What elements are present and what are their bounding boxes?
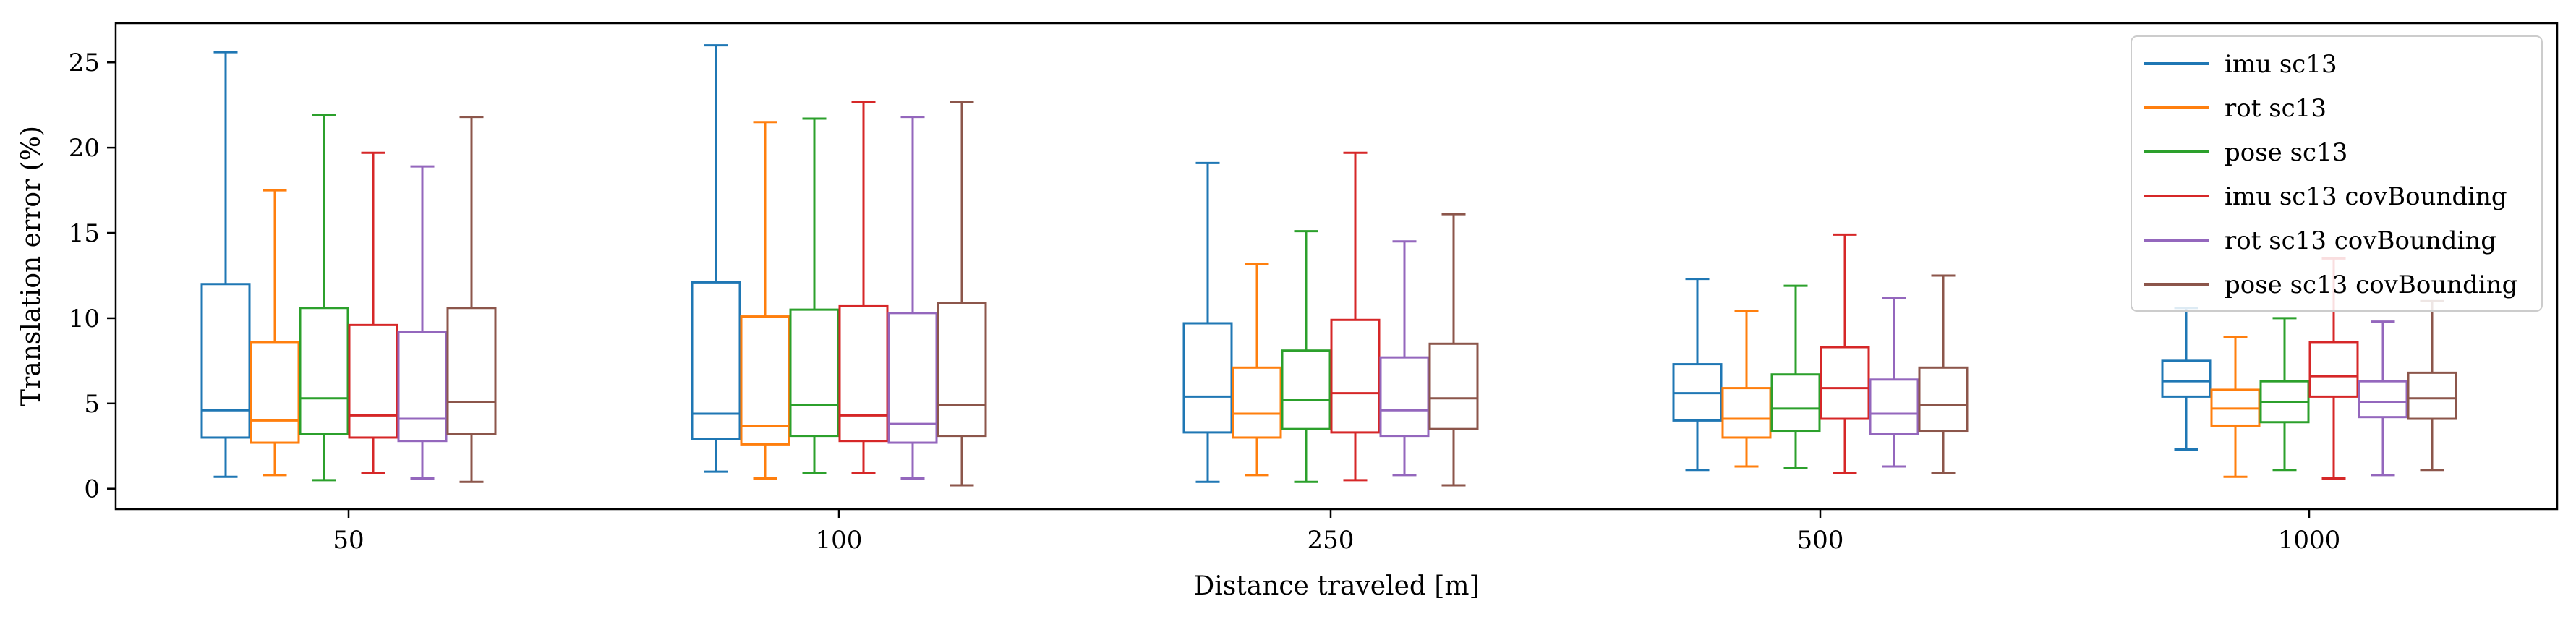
series-1 bbox=[250, 121, 2261, 480]
series-5 bbox=[446, 100, 2457, 487]
box bbox=[1820, 233, 1870, 474]
series-0 bbox=[200, 44, 2212, 483]
box bbox=[2358, 320, 2408, 477]
box bbox=[348, 151, 398, 474]
box bbox=[200, 51, 251, 478]
legend: imu sc13 rot sc13 pose sc13 imu sc13 covBou… bbox=[2131, 35, 2543, 312]
box bbox=[397, 165, 448, 480]
x-tick-label: 500 bbox=[1797, 526, 1844, 555]
box bbox=[1869, 297, 1919, 468]
box-body bbox=[1182, 322, 1233, 434]
box-body bbox=[1379, 356, 1430, 438]
box-body bbox=[1330, 318, 1381, 434]
y-tick-label: 0 bbox=[84, 475, 100, 504]
box bbox=[740, 121, 790, 480]
box-body bbox=[1770, 373, 1821, 433]
y-tick-label: 5 bbox=[84, 390, 100, 419]
box-body bbox=[2161, 359, 2212, 398]
box-body bbox=[789, 308, 840, 438]
box bbox=[1428, 213, 1479, 487]
series-2 bbox=[299, 114, 2310, 483]
series-4 bbox=[397, 116, 2408, 480]
box bbox=[887, 116, 938, 480]
x-axis-label: Distance traveled [m] bbox=[1193, 571, 1479, 601]
box-body bbox=[2308, 341, 2359, 398]
box-body bbox=[1869, 378, 1919, 435]
box-groups bbox=[200, 44, 2457, 487]
box bbox=[446, 116, 497, 483]
y-tick-label: 15 bbox=[69, 219, 100, 248]
legend-label: imu sc13 covBounding bbox=[2225, 182, 2507, 211]
legend-label: imu sc13 bbox=[2225, 50, 2337, 79]
box-body bbox=[838, 304, 889, 443]
plot-frame bbox=[114, 22, 2559, 511]
y-tick-label: 10 bbox=[69, 304, 100, 333]
x-tick-label: 1000 bbox=[2278, 526, 2341, 555]
x-tick-label: 100 bbox=[816, 526, 863, 555]
x-tick-label: 250 bbox=[1308, 526, 1355, 555]
box-body bbox=[1820, 346, 1870, 420]
box bbox=[1672, 278, 1723, 472]
box bbox=[2210, 336, 2261, 478]
box bbox=[1721, 310, 1772, 468]
box bbox=[1379, 240, 1430, 477]
box bbox=[838, 100, 889, 474]
box bbox=[1918, 274, 1969, 474]
box bbox=[937, 100, 987, 487]
box-body bbox=[348, 323, 398, 439]
legend-label: rot sc13 covBounding bbox=[2225, 226, 2496, 255]
box-body bbox=[2407, 371, 2457, 420]
y-axis: 0 5 10 15 20 25 bbox=[69, 48, 116, 504]
box bbox=[1330, 151, 1381, 482]
box bbox=[2161, 307, 2212, 451]
box bbox=[1232, 262, 1282, 477]
legend-label: pose sc13 covBounding bbox=[2225, 270, 2517, 299]
box bbox=[299, 114, 349, 482]
box-body bbox=[1918, 366, 1969, 433]
series-3 bbox=[348, 100, 2359, 482]
legend-label: rot sc13 bbox=[2225, 94, 2326, 123]
y-axis-label: Translation error (%) bbox=[17, 126, 46, 406]
legend-label: pose sc13 bbox=[2225, 138, 2347, 167]
x-axis: 50 100 250 500 1000 bbox=[333, 509, 2340, 555]
box bbox=[1281, 230, 1331, 483]
legend-frame bbox=[2131, 35, 2543, 312]
y-tick-label: 20 bbox=[69, 134, 100, 163]
x-tick-label: 50 bbox=[333, 526, 364, 555]
box-body bbox=[1281, 349, 1331, 430]
box-body bbox=[937, 302, 987, 438]
box-body bbox=[299, 307, 349, 435]
box bbox=[2259, 317, 2310, 472]
box-body bbox=[691, 281, 741, 440]
box-body bbox=[397, 331, 448, 443]
box-body bbox=[2358, 380, 2408, 419]
box bbox=[2407, 299, 2457, 472]
box bbox=[789, 117, 840, 474]
box-body bbox=[1721, 387, 1772, 439]
box-body bbox=[446, 307, 497, 435]
y-tick-label: 25 bbox=[69, 48, 100, 77]
box-body bbox=[250, 341, 300, 444]
box bbox=[1770, 284, 1821, 469]
box bbox=[250, 189, 300, 477]
box bbox=[691, 44, 741, 473]
box-body bbox=[200, 283, 251, 439]
box-body bbox=[1232, 366, 1282, 439]
box bbox=[1182, 161, 1233, 483]
box-body bbox=[1428, 342, 1479, 430]
